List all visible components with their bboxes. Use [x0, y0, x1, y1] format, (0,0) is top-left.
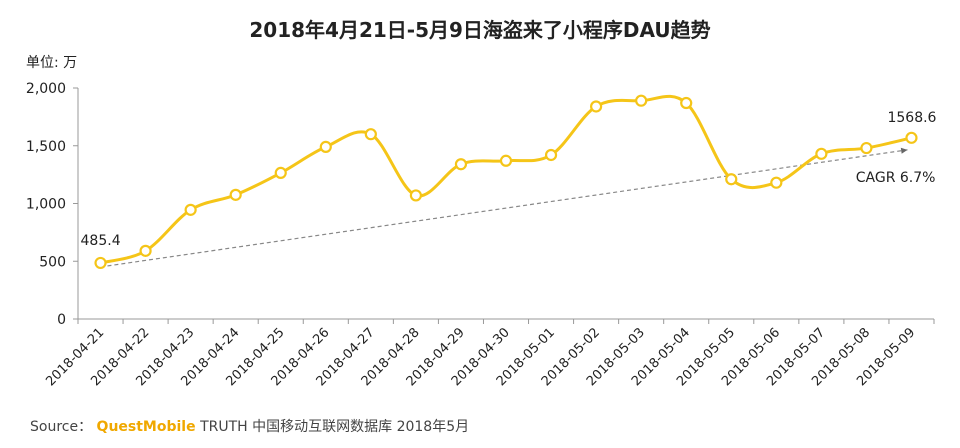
y-tick-label: 0	[57, 312, 66, 328]
data-point	[454, 158, 468, 171]
y-tick-label: 1,500	[26, 139, 66, 155]
data-point	[499, 154, 513, 167]
data-point	[815, 147, 828, 160]
source-prefix: Source：	[30, 419, 93, 435]
data-point	[94, 256, 107, 270]
data-point	[139, 244, 152, 257]
data-point	[274, 166, 287, 179]
y-tick-label: 2,000	[26, 81, 66, 97]
trend-label: CAGR 6.7%	[856, 170, 936, 186]
chart-title: 2018年4月21日-5月9日海盗来了小程序DAU趋势	[249, 18, 711, 42]
series-line	[100, 94, 912, 265]
source-note: Source： QuestMobile TRUTH 中国移动互联网数据库 201…	[30, 416, 469, 436]
data-label: 1568.6	[887, 110, 936, 126]
data-point	[635, 94, 648, 107]
data-point	[229, 188, 242, 201]
data-label: 485.4	[81, 233, 121, 249]
data-point	[680, 96, 693, 110]
data-point	[409, 189, 422, 202]
data-point	[860, 141, 873, 155]
data-point	[725, 173, 738, 186]
data-point	[184, 203, 197, 216]
y-axis-unit-label: 单位: 万	[26, 55, 78, 71]
data-point	[544, 148, 558, 162]
y-tick-label: 500	[39, 254, 66, 270]
source-text: TRUTH 中国移动互联网数据库 2018年5月	[200, 419, 470, 435]
trend-line	[100, 149, 908, 268]
data-point	[770, 176, 783, 189]
data-point	[905, 131, 918, 144]
trend-arrowhead	[900, 147, 908, 154]
data-point	[590, 100, 603, 113]
y-tick-label: 1,000	[26, 197, 66, 213]
data-point	[364, 128, 377, 141]
source-brand: QuestMobile	[96, 419, 196, 435]
data-point	[319, 140, 332, 154]
